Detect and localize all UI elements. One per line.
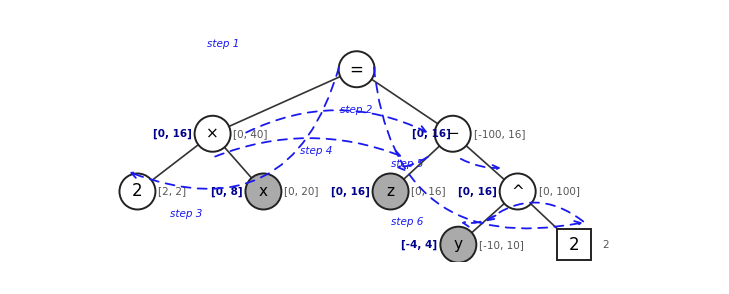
Text: [0, 20]: [0, 20] xyxy=(284,186,319,196)
Text: 2: 2 xyxy=(132,183,143,201)
Text: step 6: step 6 xyxy=(391,217,423,227)
Text: [0, 16]: [0, 16] xyxy=(411,186,446,196)
Text: x: x xyxy=(259,184,268,199)
FancyArrowPatch shape xyxy=(374,67,581,228)
FancyArrowPatch shape xyxy=(461,159,499,171)
Ellipse shape xyxy=(440,227,476,263)
Text: [0, 16]: [0, 16] xyxy=(153,128,192,139)
Text: [0, 8]: [0, 8] xyxy=(211,186,243,197)
Text: step 2: step 2 xyxy=(340,105,372,115)
Text: y: y xyxy=(454,237,463,252)
Text: [0, 40]: [0, 40] xyxy=(233,129,268,139)
FancyArrowPatch shape xyxy=(131,67,339,189)
Ellipse shape xyxy=(499,173,536,210)
Text: [0, 100]: [0, 100] xyxy=(539,186,580,196)
Text: =: = xyxy=(350,60,364,78)
Text: [0, 16]: [0, 16] xyxy=(458,186,497,197)
Ellipse shape xyxy=(120,173,155,210)
Text: step 5: step 5 xyxy=(391,159,423,169)
Text: 2: 2 xyxy=(602,240,609,250)
Text: z: z xyxy=(386,184,394,199)
FancyArrowPatch shape xyxy=(215,138,400,156)
Text: step 4: step 4 xyxy=(300,146,332,156)
FancyArrowPatch shape xyxy=(398,157,428,170)
Ellipse shape xyxy=(434,116,471,152)
Text: [0, 16]: [0, 16] xyxy=(412,128,451,139)
Text: ×: × xyxy=(206,126,219,141)
Text: step 3: step 3 xyxy=(170,209,203,219)
FancyBboxPatch shape xyxy=(557,229,591,260)
Text: 2: 2 xyxy=(569,236,580,254)
Text: [-10, 10]: [-10, 10] xyxy=(479,240,524,250)
Ellipse shape xyxy=(195,116,230,152)
FancyArrowPatch shape xyxy=(463,216,496,227)
Text: [-4, 4]: [-4, 4] xyxy=(402,240,437,250)
Ellipse shape xyxy=(246,173,281,210)
Text: [-100, 16]: [-100, 16] xyxy=(474,129,525,139)
FancyArrowPatch shape xyxy=(246,110,426,133)
Ellipse shape xyxy=(373,173,408,210)
Text: step 1: step 1 xyxy=(207,39,239,49)
Text: ^: ^ xyxy=(511,184,524,199)
Text: [2, 2]: [2, 2] xyxy=(158,186,187,196)
FancyArrowPatch shape xyxy=(488,203,583,221)
Text: [0, 16]: [0, 16] xyxy=(331,186,370,197)
Ellipse shape xyxy=(339,51,375,87)
Text: −: − xyxy=(446,126,459,141)
